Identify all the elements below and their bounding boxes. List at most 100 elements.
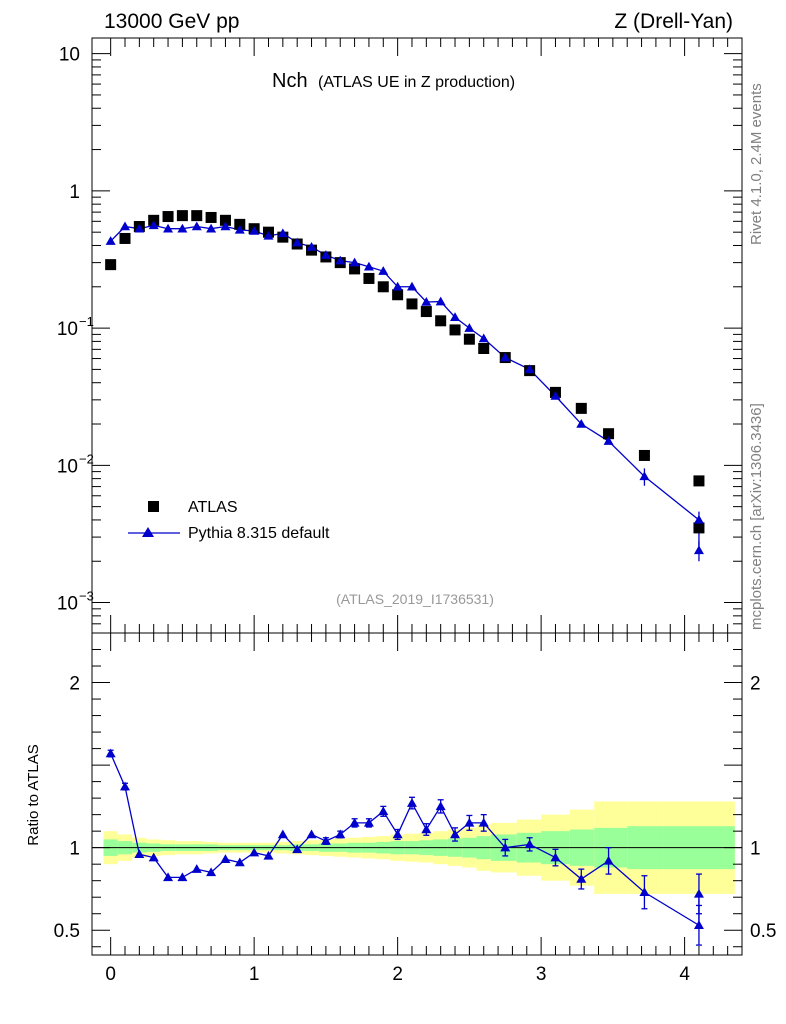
mc-point [639,471,650,481]
header-left: 13000 GeV pp [104,10,239,33]
ratio-point [120,781,131,791]
ratio-point [335,829,346,839]
mc-point [306,241,317,251]
mc-point [148,220,159,230]
atlas-point [603,428,615,440]
atlas-point [349,263,361,275]
ratio-point [693,920,704,930]
mc-point [450,312,461,321]
mc-point [500,352,511,362]
ratio-point [435,801,446,811]
mc-point [105,236,116,245]
y-tick-label-main: 10 [57,456,78,477]
plot-title-main: Nch [272,70,308,92]
ratio-point [603,855,614,865]
ratio-point [450,829,461,839]
mc-point [478,333,489,343]
atlas-point [119,232,131,244]
atlas-point [463,333,475,345]
ratio-point [639,887,650,897]
ratio-point [478,817,489,827]
mc-point [191,221,202,231]
legend-label-mc: Pythia 8.315 default [188,525,330,542]
ratio-point [134,849,145,859]
legend-marker-mc [142,527,154,537]
mc-point [120,221,131,231]
mc-point [421,296,432,306]
ratio-point [292,844,303,854]
ratio-point [249,847,260,857]
ratio-frame [91,632,743,956]
mc-point [335,255,346,265]
ratio-y-tick-label-right: 0.5 [750,921,776,942]
mc-point [576,419,587,428]
atlas-point [105,259,117,271]
ratio-y-tick-label-right: 2 [750,674,761,695]
ratio-point [363,817,374,827]
mc-point [378,266,389,275]
atlas-point [575,402,587,414]
atlas-point [148,214,160,226]
x-tick-label: 4 [679,964,690,985]
mc-point [464,323,475,332]
mc-point [234,224,245,234]
atlas-point [176,210,188,222]
ratio-point [378,806,389,816]
ratio-y-axis-label: Ratio to ATLAS [25,744,42,845]
ratio-point [550,852,561,862]
x-tick-label: 3 [536,964,547,985]
mc-point [603,436,614,445]
y-tick-label-main: 10 [59,45,80,66]
ratio-point [306,829,317,839]
x-tick-label: 0 [105,964,116,985]
atlas-point [377,281,389,293]
mc-point [249,225,260,235]
ratio-y-tick-label-left: 2 [69,674,80,695]
ratio-point [177,872,188,882]
legend: ATLAS Pythia 8.315 default [128,499,330,542]
mc-point [163,223,174,233]
atlas-point [435,315,447,327]
ratio-point [406,798,417,807]
atlas-point [693,522,705,534]
main-axis-ticks [92,38,742,634]
ratio-point [392,829,403,839]
ratio-y-tick-label-left: 1 [69,839,80,860]
mc-point [693,514,704,524]
ratio-point [464,817,475,827]
y-tick-label-exponent: −2 [79,451,94,466]
mc-points [105,220,704,555]
ratio-point [220,854,231,863]
ratio-points [105,748,704,930]
ratio-point [500,842,511,852]
ratio-point [421,824,432,834]
legend-label-atlas: ATLAS [188,499,238,516]
ratio-point [277,829,288,839]
mc-point [435,296,446,306]
header-right: Z (Drell-Yan) [614,10,733,33]
atlas-point [449,324,461,336]
mc-point [292,237,303,247]
mc-point [550,391,561,400]
mc-point [177,223,188,233]
mc-point [134,223,145,233]
mc-point [263,230,274,240]
ratio-point [524,839,535,849]
ratio-point [163,872,174,882]
atlas-point [162,211,174,223]
mc-point [406,281,417,291]
atlas-point [219,214,231,226]
atlas-point [478,343,490,355]
y-tick-label-main: 1 [69,182,80,203]
ratio-point [206,867,217,877]
rivet-label: Rivet 4.1.0, 2.4M events [748,83,765,245]
ratio-y-tick-labels: 2 2 1 1 0.5 0.5 [54,674,777,943]
ratio-point [105,748,116,758]
mc-point [220,221,231,231]
mc-point [524,364,535,374]
y-tick-label-exponent: −3 [79,589,94,604]
ratio-panel: 2 2 1 1 0.5 0.5 0 1 2 3 4 Ratio to ATLAS [25,632,777,985]
ratio-point [576,874,587,883]
